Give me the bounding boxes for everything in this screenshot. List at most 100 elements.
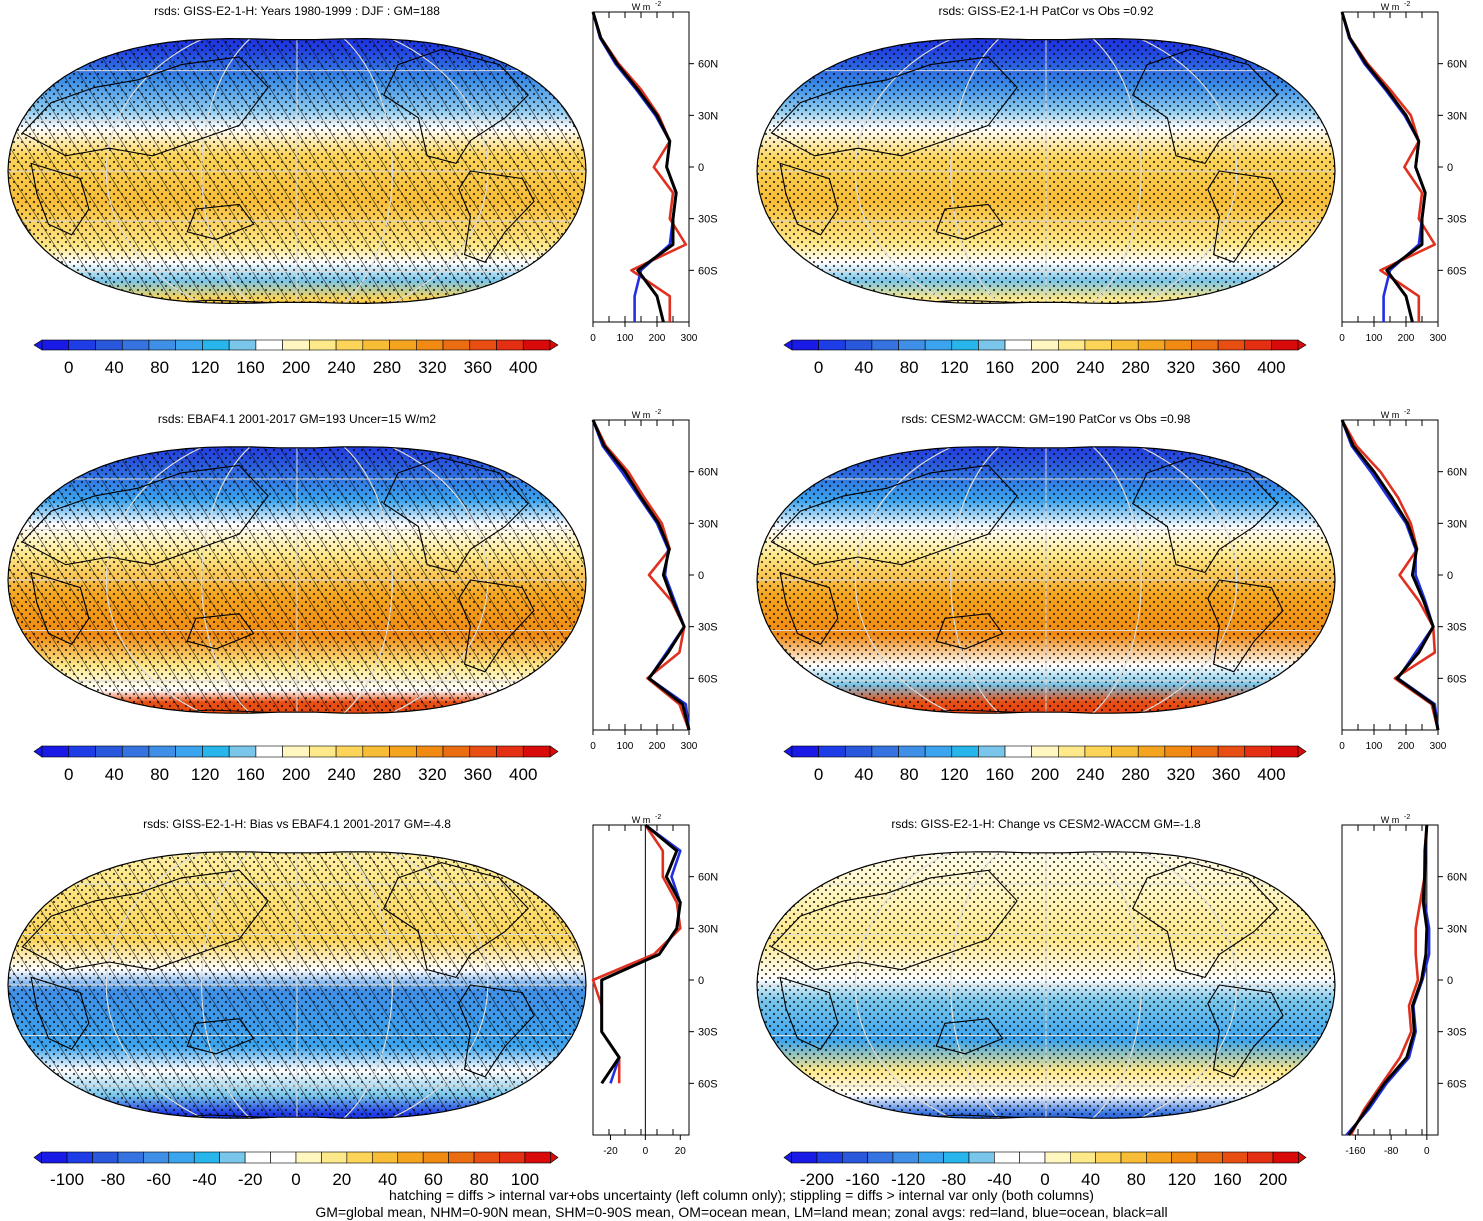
map-field-5 (8, 851, 586, 1119)
zonal-lat-label-6-1: 30N (1447, 923, 1467, 935)
zonal-lat-label-2-2: 0 (1447, 162, 1453, 174)
zonal-x-label-4-2: 200 (1398, 741, 1415, 752)
graticule-lon-1-3 (105, 38, 489, 304)
map-field-6 (757, 851, 1335, 1119)
colorbar-swatch-6-3 (867, 1151, 894, 1164)
colorbar-label-4-1: 40 (854, 765, 873, 784)
colorbar-swatch-1-14 (416, 339, 444, 351)
graticule-lon-2-3 (854, 38, 1238, 304)
zonal-x-label-2-0: 0 (1339, 333, 1345, 344)
zonal-lat-label-5-3: 30S (698, 1027, 718, 1039)
colorbar-swatch-1-1 (68, 339, 96, 351)
colorbar-swatch-3-17 (496, 745, 524, 758)
footer-line-1: hatching = diffs > internal var+obs unce… (389, 1187, 1094, 1203)
colorbar-label-1-4: 160 (236, 358, 264, 377)
colorbar-label-5-0: -100 (50, 1170, 84, 1189)
colorbar-label-3-2: 80 (150, 765, 169, 784)
colorbar-swatch-2-15 (1191, 339, 1219, 351)
zonal-lat-label-3-3: 30S (698, 622, 718, 634)
colorbar-swatch-2-2 (844, 339, 873, 351)
map-field-4 (757, 446, 1335, 714)
graticule-lon-5-3 (105, 851, 489, 1119)
colorbar-label-1-8: 320 (418, 358, 446, 377)
colorbar-swatch-2-10 (1058, 339, 1086, 351)
zonal-lat-label-4-3: 30S (1447, 622, 1467, 634)
coastline-eurasia-2 (770, 56, 1018, 157)
colorbar-swatch-6-12 (1095, 1151, 1122, 1164)
map-panel-6 (756, 851, 1336, 1119)
zonal-lat-label-1-1: 30N (698, 110, 718, 122)
coastline-australia-3 (186, 613, 255, 650)
map-panel-1 (7, 37, 587, 305)
zonal-x-label-2-1: 100 (1366, 333, 1383, 344)
colorbar-swatch-5-0 (41, 1151, 68, 1164)
colorbar-upper-arrow-2 (1297, 339, 1307, 351)
colorbar-label-5-5: 0 (291, 1170, 300, 1189)
zonal-lat-label-5-4: 60S (698, 1078, 718, 1090)
zonal-x-label-4-3: 300 (1430, 741, 1447, 752)
coastline-north-america-2 (1131, 48, 1278, 165)
colorbar-swatch-6-6 (943, 1151, 970, 1164)
colorbar-swatch-1-13 (389, 339, 417, 351)
colorbar-label-4-7: 280 (1121, 765, 1149, 784)
colorbar-label-3-5: 200 (282, 765, 310, 784)
zonal-lat-label-5-0: 60N (698, 872, 718, 884)
colorbar-swatch-3-4 (148, 745, 176, 758)
zonal-units-exponent-2: -2 (1404, 1, 1410, 8)
graticule-lon-1-2 (201, 38, 393, 304)
zonal-mean-plot-4: 60N 30N 0 30S 60S W m -2 0 100 200 300 (1339, 409, 1467, 752)
colorbar-swatch-1-8 (255, 339, 283, 351)
colorbar-label-6-1: -160 (846, 1170, 880, 1189)
colorbar-label-6-9: 160 (1213, 1170, 1241, 1189)
colorbar-swatch-4-14 (1164, 745, 1192, 758)
zonal-units-exponent-5: -2 (655, 814, 661, 821)
zonal-frame-3 (592, 419, 690, 731)
colorbar-5: -100 -80 -60 -40 -20 0 20 40 60 80 100 (33, 1151, 559, 1189)
colorbar-label-2-3: 120 (940, 358, 968, 377)
zonal-frame-4 (1341, 419, 1439, 731)
colorbar-4: 0 40 80 120 160 200 240 280 320 360 400 (783, 745, 1307, 784)
coastline-antarctica-2 (843, 299, 1220, 304)
coastline-africa-6 (779, 976, 839, 1050)
colorbar-label-6-7: 80 (1127, 1170, 1146, 1189)
colorbar-label-5-7: 40 (378, 1170, 397, 1189)
colorbar-swatch-6-2 (841, 1151, 868, 1164)
colorbar-label-3-3: 120 (191, 765, 219, 784)
graticule-lon-6-2 (950, 851, 1142, 1119)
colorbar-lower-arrow-4 (783, 745, 793, 758)
colorbar-swatch-2-7 (978, 339, 1006, 351)
colorbar-swatch-1-17 (496, 339, 524, 351)
colorbar-swatch-4-3 (871, 745, 899, 758)
colorbar-label-6-10: 200 (1259, 1170, 1287, 1189)
zonal-lat-label-2-4: 60S (1447, 265, 1467, 277)
colorbar-swatch-1-12 (362, 339, 390, 351)
colorbar-swatch-2-5 (924, 339, 953, 351)
zonal-lat-label-3-0: 60N (698, 467, 718, 479)
colorbar-swatch-3-6 (202, 745, 230, 758)
colorbar-upper-arrow-5 (550, 1151, 559, 1164)
colorbar-label-6-4: -40 (987, 1170, 1012, 1189)
colorbar-swatch-5-18 (499, 1151, 526, 1164)
zonal-units-exponent-4: -2 (1404, 409, 1410, 416)
zonal-lat-label-2-0: 60N (1447, 59, 1467, 71)
coastline-antarctica-6 (843, 1114, 1220, 1119)
colorbar-swatch-4-15 (1191, 745, 1219, 758)
coastline-south-america-6 (1207, 984, 1284, 1078)
colorbar-upper-arrow-3 (549, 745, 559, 758)
coastline-africa-5 (30, 976, 90, 1050)
colorbar-swatch-3-1 (68, 745, 96, 758)
colorbar-swatch-4-9 (1031, 745, 1059, 758)
coastline-south-america-3 (458, 579, 535, 673)
map-field-2 (757, 38, 1335, 304)
colorbar-swatch-1-18 (522, 339, 551, 351)
colorbar-swatch-3-14 (416, 745, 444, 758)
zonal-units-4: W m (1381, 410, 1400, 420)
colorbar-swatch-5-13 (372, 1151, 399, 1164)
colorbar-swatch-4-18 (1271, 745, 1299, 758)
colorbar-swatch-1-16 (469, 339, 497, 351)
colorbar-swatch-2-6 (951, 339, 979, 351)
colorbar-swatch-5-4 (143, 1151, 170, 1164)
map-field-1 (8, 38, 586, 304)
zonal-line-all-1 (591, 11, 678, 323)
colorbar-swatch-6-14 (1146, 1151, 1172, 1164)
